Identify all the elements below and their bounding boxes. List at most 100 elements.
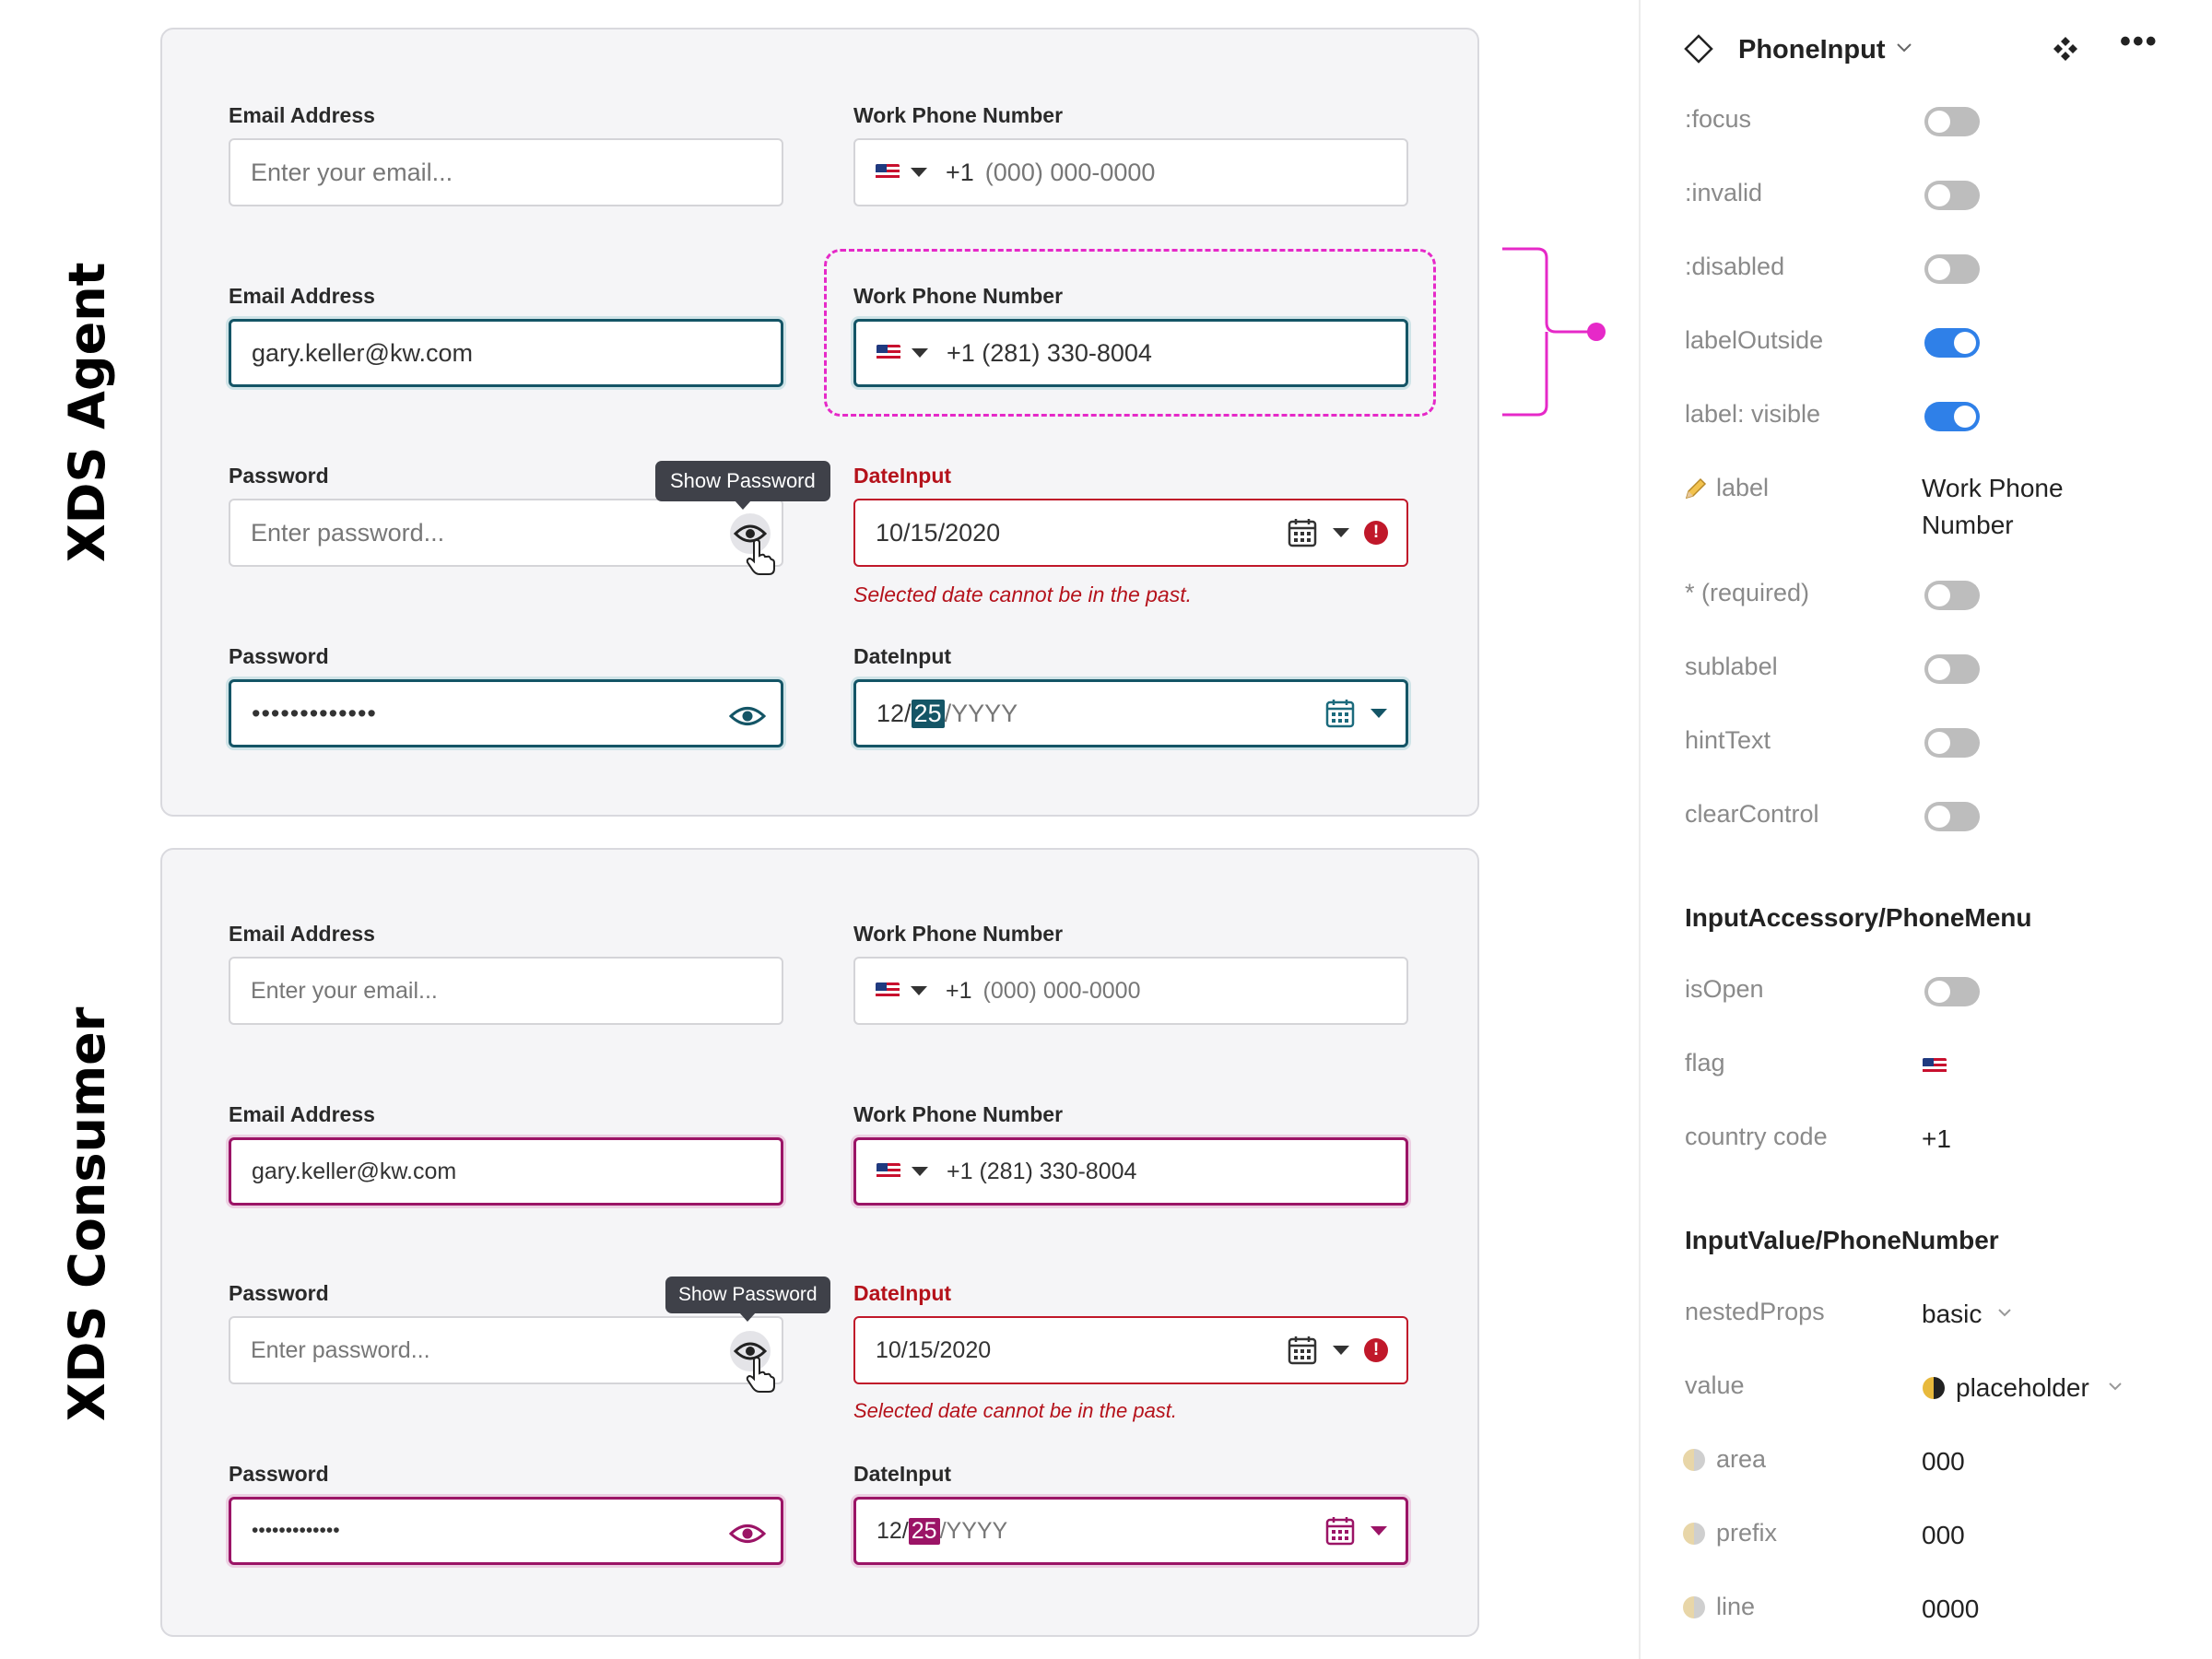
prop-required-toggle[interactable] xyxy=(1924,581,1980,610)
us-flag-icon[interactable] xyxy=(876,164,900,181)
password-placeholder: Enter password... xyxy=(251,518,445,547)
password-placeholder: Enter password... xyxy=(251,1336,430,1363)
agent-phone-input-focused[interactable]: +1 (281) 330-8004 xyxy=(853,319,1408,387)
prop-invalid-toggle[interactable] xyxy=(1924,181,1980,210)
prop-label-value-line1[interactable]: Work Phone xyxy=(1922,474,2064,502)
email-placeholder: Enter your email... xyxy=(251,977,438,1004)
consumer-date-input-error[interactable]: 10/15/2020 ! xyxy=(853,1316,1408,1384)
error-icon: ! xyxy=(1364,1338,1388,1362)
prop-focus-label: :focus xyxy=(1685,105,1752,133)
prop-sublabel-toggle[interactable] xyxy=(1924,654,1980,684)
prop-labeloutside-toggle[interactable] xyxy=(1924,328,1980,358)
prop-focus-toggle[interactable] xyxy=(1924,107,1980,136)
prop-label-value-line2[interactable]: Number xyxy=(1922,511,2014,539)
chevron-down-icon[interactable] xyxy=(1996,1307,2013,1320)
prop-prefix-label: prefix xyxy=(1716,1519,1778,1547)
prop-isopen-label: isOpen xyxy=(1685,975,1764,1003)
prop-prefix-value[interactable]: 000 xyxy=(1922,1521,1965,1549)
consumer-email-input[interactable]: Enter your email... xyxy=(229,957,783,1025)
date-month: 12/ xyxy=(877,1517,909,1544)
more-options-icon[interactable]: ••• xyxy=(2120,24,2159,59)
chevron-down-icon[interactable] xyxy=(1333,528,1349,537)
chevron-down-icon[interactable] xyxy=(1371,1526,1387,1535)
chevron-down-icon[interactable] xyxy=(1895,41,1913,55)
section-phone-menu: InputAccessory/PhoneMenu xyxy=(1685,903,2032,932)
calendar-icon[interactable] xyxy=(1324,1515,1356,1547)
consumer-password-label-filled: Password xyxy=(229,1462,329,1486)
chevron-down-icon[interactable] xyxy=(912,1167,928,1176)
chevron-down-icon[interactable] xyxy=(911,986,927,995)
chevron-down-icon[interactable] xyxy=(1333,1346,1349,1355)
pencil-icon xyxy=(1685,477,1707,500)
agent-password-input-focused[interactable]: ••••••••••••• xyxy=(229,679,783,747)
consumer-password-input-focused[interactable]: ••••••••••••• xyxy=(229,1497,783,1565)
eye-icon[interactable] xyxy=(729,1522,766,1546)
prop-area-value[interactable]: 000 xyxy=(1922,1447,1965,1476)
prop-clearcontrol-label: clearControl xyxy=(1685,800,1819,828)
us-flag-icon[interactable] xyxy=(877,345,900,361)
agent-date-label-focused: DateInput xyxy=(853,644,952,668)
date-value: 10/15/2020 xyxy=(876,518,1001,547)
agent-section-title: XDS Agent xyxy=(58,262,116,562)
chevron-down-icon[interactable] xyxy=(2107,1381,2124,1394)
prop-isopen-toggle[interactable] xyxy=(1924,977,1980,1006)
phone-placeholder: (000) 000-0000 xyxy=(984,158,1156,186)
calendar-icon[interactable] xyxy=(1287,517,1318,548)
prop-disabled-label: :disabled xyxy=(1685,253,1785,280)
agent-date-input-focused[interactable]: 12/25/YYYY xyxy=(853,679,1408,747)
show-password-tooltip: Show Password xyxy=(665,1277,830,1322)
agent-phone-input[interactable]: +1 (000) 000-0000 xyxy=(853,138,1408,206)
consumer-phone-label-filled: Work Phone Number xyxy=(853,1102,1064,1126)
consumer-section-title: XDS Consumer xyxy=(58,1006,116,1421)
email-value: gary.keller@kw.com xyxy=(252,338,473,367)
agent-password-label-filled: Password xyxy=(229,644,329,668)
consumer-email-input-focused[interactable]: gary.keller@kw.com xyxy=(229,1137,783,1206)
consumer-email-label: Email Address xyxy=(229,922,375,946)
variable-icon xyxy=(1683,1596,1705,1618)
us-flag-icon[interactable] xyxy=(1923,1058,1947,1075)
consumer-email-label-filled: Email Address xyxy=(229,1102,375,1126)
consumer-phone-input[interactable]: +1 (000) 000-0000 xyxy=(853,957,1408,1025)
consumer-password-label: Password xyxy=(229,1281,329,1305)
consumer-date-label-error: DateInput xyxy=(853,1281,952,1305)
agent-date-input-error[interactable]: 10/15/2020 ! xyxy=(853,499,1408,567)
date-month: 12/ xyxy=(877,699,912,727)
consumer-date-input-focused[interactable]: 12/25/YYYY xyxy=(853,1497,1408,1565)
prop-nestedprops-label: nestedProps xyxy=(1685,1298,1825,1325)
consumer-phone-input-focused[interactable]: +1 (281) 330-8004 xyxy=(853,1137,1408,1206)
agent-email-input[interactable]: Enter your email... xyxy=(229,138,783,206)
error-icon: ! xyxy=(1364,521,1388,545)
consumer-password-input[interactable]: Enter password... xyxy=(229,1316,783,1384)
prop-label-label: label xyxy=(1716,474,1770,501)
us-flag-icon[interactable] xyxy=(877,1163,900,1180)
prop-flag-label: flag xyxy=(1685,1049,1725,1077)
prop-disabled-toggle[interactable] xyxy=(1924,254,1980,284)
prop-area-label: area xyxy=(1716,1445,1767,1473)
chevron-down-icon[interactable] xyxy=(912,348,928,358)
us-flag-icon[interactable] xyxy=(876,982,900,999)
eye-icon[interactable] xyxy=(730,1331,771,1371)
pointer-hand-icon xyxy=(746,539,775,575)
component-set-icon[interactable] xyxy=(2052,35,2079,63)
calendar-icon[interactable] xyxy=(1287,1335,1318,1366)
chevron-down-icon[interactable] xyxy=(1371,709,1387,718)
prop-value-value[interactable]: placeholder xyxy=(1956,1373,2089,1402)
agent-password-input[interactable]: Enter password... xyxy=(229,499,783,567)
component-diamond-icon xyxy=(1684,34,1713,64)
prop-hinttext-toggle[interactable] xyxy=(1924,728,1980,758)
component-name[interactable]: PhoneInput xyxy=(1738,35,1886,65)
calendar-icon[interactable] xyxy=(1324,698,1356,729)
agent-email-input-focused[interactable]: gary.keller@kw.com xyxy=(229,319,783,387)
prop-line-value[interactable]: 0000 xyxy=(1922,1594,1980,1623)
chevron-down-icon[interactable] xyxy=(911,168,927,177)
date-day-selected: 25 xyxy=(908,1517,940,1545)
eye-icon[interactable] xyxy=(729,704,766,728)
agent-date-error-message: Selected date cannot be in the past. xyxy=(853,582,1192,606)
agent-phone-label: Work Phone Number xyxy=(853,103,1064,127)
prop-labelvisible-toggle[interactable] xyxy=(1924,402,1980,431)
date-year: /YYYY xyxy=(939,1517,1008,1544)
eye-icon[interactable] xyxy=(730,513,771,554)
prop-country-code-value[interactable]: +1 xyxy=(1922,1124,1951,1153)
prop-nestedprops-value[interactable]: basic xyxy=(1922,1300,1983,1328)
prop-clearcontrol-toggle[interactable] xyxy=(1924,802,1980,831)
